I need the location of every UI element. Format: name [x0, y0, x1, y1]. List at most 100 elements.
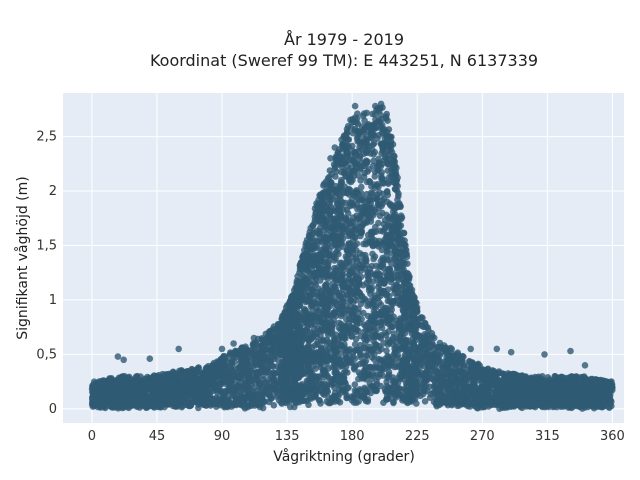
data-point — [446, 398, 454, 405]
data-point — [226, 351, 234, 359]
data-point — [377, 125, 385, 132]
data-point — [552, 386, 559, 394]
data-point — [480, 403, 488, 411]
data-point — [369, 250, 376, 258]
data-point — [584, 403, 592, 411]
data-point — [242, 353, 249, 360]
data-point — [470, 360, 477, 368]
data-point — [375, 219, 382, 227]
data-point — [262, 341, 270, 349]
data-point — [264, 353, 272, 361]
data-point — [552, 373, 559, 380]
data-point — [457, 368, 464, 376]
data-point — [255, 355, 263, 363]
data-point — [540, 378, 548, 386]
data-point — [261, 380, 269, 387]
data-point — [559, 400, 567, 408]
data-point — [424, 364, 432, 371]
chart-title-line-1: År 1979 - 2019 — [284, 30, 404, 49]
data-point — [173, 399, 181, 406]
data-point — [266, 347, 274, 354]
data-point — [358, 183, 365, 191]
data-point — [516, 396, 524, 404]
data-point — [437, 392, 445, 400]
data-point — [594, 403, 601, 410]
data-point — [218, 376, 225, 384]
data-point — [103, 379, 110, 387]
data-point — [286, 403, 294, 411]
data-point — [240, 403, 248, 410]
data-point — [261, 387, 269, 395]
data-point — [152, 384, 159, 392]
data-point — [557, 380, 564, 388]
data-point — [245, 368, 253, 376]
data-point — [421, 377, 429, 385]
data-point — [422, 323, 430, 331]
data-point — [563, 378, 571, 386]
data-point — [154, 403, 161, 411]
data-point — [146, 387, 154, 395]
data-point — [210, 364, 218, 371]
data-point — [384, 286, 392, 293]
data-point — [250, 362, 258, 370]
data-point — [203, 365, 211, 373]
data-point — [234, 350, 242, 358]
data-point — [429, 341, 437, 349]
data-point — [110, 390, 117, 398]
data-point — [177, 369, 184, 377]
data-point — [271, 340, 278, 347]
data-point — [156, 378, 163, 386]
data-point — [485, 399, 493, 407]
data-point — [184, 385, 192, 393]
data-point — [149, 393, 156, 400]
data-point — [160, 385, 167, 392]
data-point — [561, 387, 569, 395]
data-point — [110, 399, 117, 407]
data-point — [221, 402, 228, 410]
data-point — [114, 405, 122, 412]
data-points — [88, 100, 616, 413]
data-point — [476, 362, 484, 370]
data-point — [500, 396, 507, 403]
data-point — [381, 329, 389, 337]
data-point — [198, 370, 206, 378]
data-point — [591, 392, 599, 399]
data-point — [96, 382, 103, 389]
data-point — [474, 404, 482, 412]
data-point — [438, 345, 446, 352]
data-point — [88, 401, 96, 408]
data-point — [124, 396, 132, 404]
data-point — [267, 395, 275, 403]
data-point — [580, 373, 588, 380]
data-point — [124, 388, 132, 396]
data-point — [240, 346, 247, 354]
data-point — [185, 391, 193, 399]
data-point — [544, 402, 552, 410]
data-point — [394, 196, 401, 204]
data-point — [419, 314, 426, 322]
data-point — [431, 334, 438, 342]
data-point — [447, 391, 454, 398]
data-point — [437, 400, 445, 407]
data-point — [247, 391, 254, 399]
data-point — [229, 384, 237, 392]
data-point — [585, 393, 592, 401]
data-point — [98, 402, 105, 409]
data-point — [183, 368, 191, 375]
data-point — [198, 377, 205, 384]
data-point — [432, 367, 440, 374]
data-point — [435, 358, 443, 366]
data-point — [438, 385, 446, 392]
data-point — [200, 383, 207, 391]
data-point — [265, 370, 273, 378]
data-point — [454, 349, 462, 357]
data-point — [464, 362, 472, 369]
data-point — [374, 135, 381, 142]
data-point — [131, 387, 139, 395]
data-point — [488, 394, 495, 401]
data-point — [195, 364, 202, 371]
data-point — [195, 404, 202, 412]
data-point — [502, 388, 510, 396]
data-point — [548, 380, 556, 388]
data-point — [465, 376, 473, 383]
